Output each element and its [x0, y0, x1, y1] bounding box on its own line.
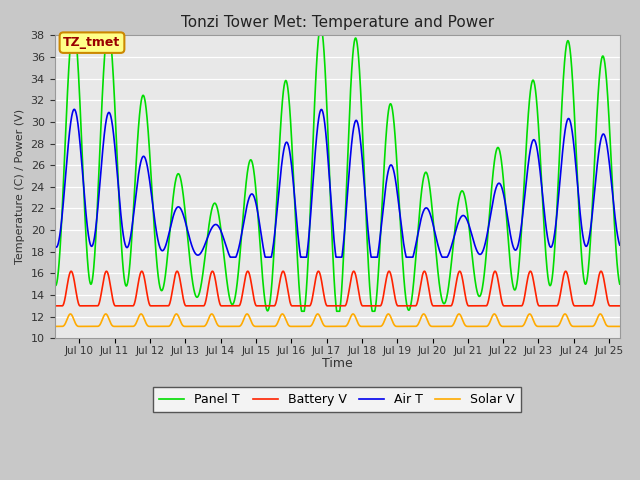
Panel T — [292, 227, 300, 232]
Battery V — [544, 303, 552, 309]
Battery V — [605, 302, 612, 308]
Solar V — [292, 324, 300, 329]
Panel T — [544, 276, 552, 281]
Panel T — [298, 308, 305, 314]
Solar V — [605, 324, 612, 329]
Solar V — [544, 324, 552, 329]
Text: TZ_tmet: TZ_tmet — [63, 36, 120, 49]
Battery V — [51, 303, 58, 309]
Air T — [268, 253, 275, 259]
Panel T — [149, 200, 157, 206]
Solar V — [616, 324, 623, 329]
Panel T — [115, 199, 123, 205]
Y-axis label: Temperature (C) / Power (V): Temperature (C) / Power (V) — [15, 109, 25, 264]
Solar V — [115, 324, 123, 329]
Line: Air T: Air T — [54, 109, 620, 257]
Line: Solar V: Solar V — [54, 314, 620, 326]
Solar V — [278, 311, 286, 317]
Air T — [544, 238, 552, 243]
Air T — [149, 202, 157, 207]
X-axis label: Time: Time — [322, 357, 353, 371]
Air T — [227, 254, 234, 260]
Solar V — [148, 324, 156, 329]
Air T — [292, 212, 300, 218]
Solar V — [51, 324, 58, 329]
Legend: Panel T, Battery V, Air T, Solar V: Panel T, Battery V, Air T, Solar V — [153, 387, 521, 412]
Battery V — [149, 303, 157, 309]
Battery V — [616, 303, 623, 309]
Panel T — [68, 27, 76, 33]
Solar V — [268, 324, 275, 329]
Battery V — [138, 268, 146, 274]
Line: Battery V: Battery V — [54, 271, 620, 306]
Line: Panel T: Panel T — [54, 30, 620, 311]
Title: Tonzi Tower Met: Temperature and Power: Tonzi Tower Met: Temperature and Power — [180, 15, 493, 30]
Panel T — [616, 281, 623, 287]
Panel T — [51, 281, 58, 287]
Air T — [51, 241, 58, 247]
Air T — [70, 107, 78, 112]
Battery V — [268, 303, 275, 309]
Air T — [616, 242, 623, 248]
Air T — [605, 157, 613, 163]
Panel T — [268, 286, 275, 291]
Battery V — [292, 303, 300, 309]
Air T — [115, 193, 123, 199]
Battery V — [115, 303, 123, 309]
Panel T — [605, 116, 613, 121]
